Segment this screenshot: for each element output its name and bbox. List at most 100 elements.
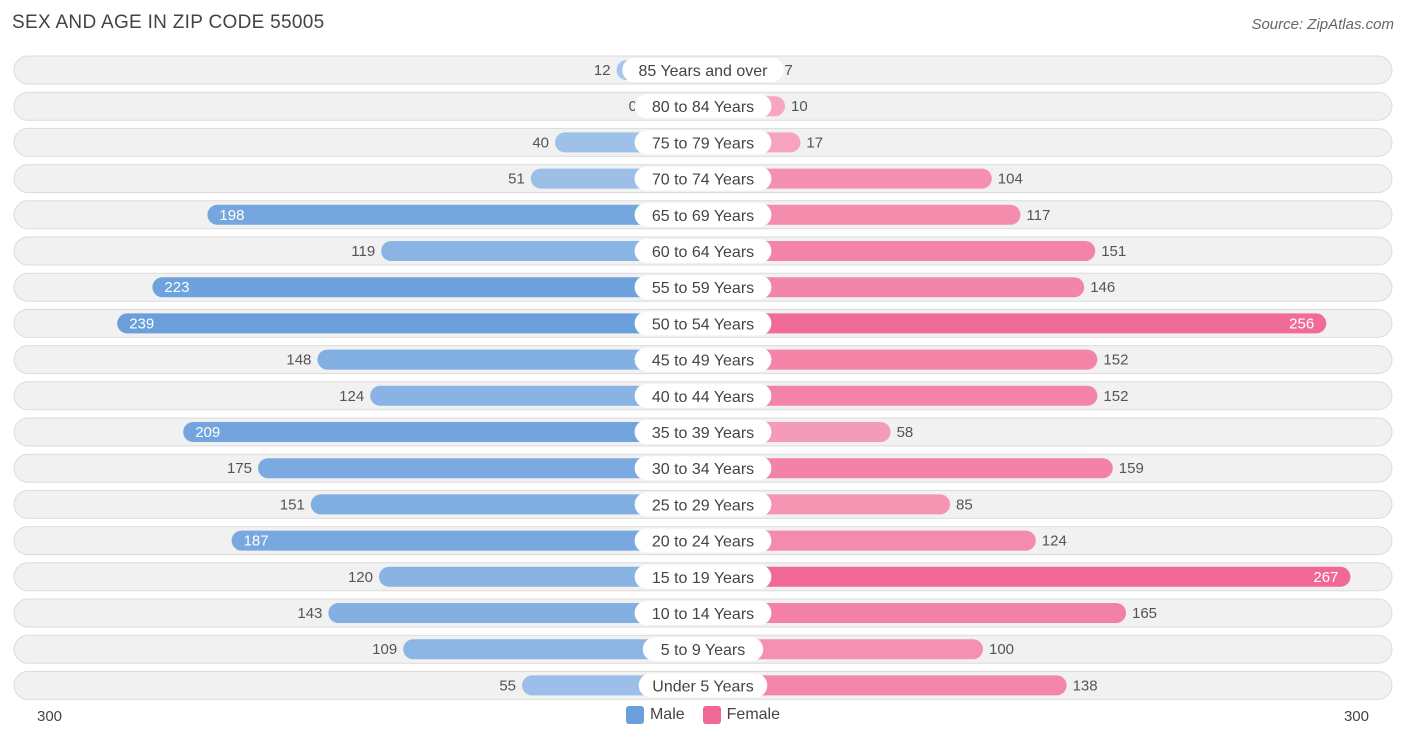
male-value-label: 175 <box>227 460 252 477</box>
category-label: 30 to 34 Years <box>652 461 754 478</box>
male-bar <box>381 241 703 261</box>
category-pill <box>634 166 772 191</box>
male-bar <box>317 349 703 370</box>
category-label: 85 Years and over <box>639 63 769 80</box>
category-pill <box>634 239 772 263</box>
female-value-label: 256 <box>1289 315 1314 332</box>
male-bar <box>231 530 703 551</box>
female-value-label: 100 <box>989 641 1014 658</box>
category-label: 60 to 64 Years <box>652 244 754 261</box>
male-bar <box>258 458 703 479</box>
category-label: 65 to 69 Years <box>652 208 754 225</box>
male-value-label: 55 <box>499 677 516 694</box>
female-bar <box>703 530 1036 551</box>
category-label: 5 to 9 Years <box>661 642 746 659</box>
male-bar <box>310 494 703 515</box>
female-bar <box>703 603 1126 623</box>
category-label: 20 to 24 Years <box>652 534 754 551</box>
female-value-label: 58 <box>897 424 914 441</box>
category-pill <box>634 383 772 408</box>
female-value-label: 138 <box>1073 677 1098 694</box>
male-value-label: 187 <box>244 533 269 550</box>
axis-label-right: 300 <box>1343 708 1369 725</box>
female-value-label: 152 <box>1103 352 1128 369</box>
category-pill <box>634 456 772 481</box>
male-value-label: 151 <box>280 496 305 513</box>
male-bar <box>403 639 703 660</box>
female-value-label: 165 <box>1132 605 1157 622</box>
category-pill <box>634 564 772 589</box>
male-value-label: 0 <box>629 98 637 115</box>
female-bar <box>703 639 983 660</box>
category-pill <box>634 492 772 517</box>
category-pill <box>634 528 772 553</box>
legend-swatch-male <box>625 706 644 724</box>
female-bar <box>703 168 992 189</box>
category-pill <box>634 311 772 336</box>
legend-label-male: Male <box>649 706 685 723</box>
male-value-label: 223 <box>164 279 189 296</box>
category-label: 35 to 39 Years <box>652 425 754 442</box>
female-bar <box>703 241 1096 261</box>
category-pill <box>638 673 768 698</box>
male-value-label: 109 <box>372 641 397 658</box>
category-pill <box>622 58 784 82</box>
female-bar <box>703 675 1067 696</box>
category-pill <box>634 420 772 444</box>
female-value-label: 159 <box>1119 460 1144 477</box>
female-value-label: 17 <box>806 134 823 151</box>
male-value-label: 198 <box>219 207 244 224</box>
category-pill <box>634 94 772 119</box>
category-label: 15 to 19 Years <box>652 570 754 587</box>
legend-label-female: Female <box>726 706 781 723</box>
male-value-label: 148 <box>286 352 311 369</box>
female-value-label: 85 <box>956 496 973 513</box>
female-value-label: 151 <box>1101 243 1126 260</box>
male-value-label: 143 <box>297 605 322 622</box>
male-value-label: 239 <box>129 315 154 332</box>
category-label: 45 to 49 Years <box>652 353 754 370</box>
female-bar <box>703 313 1327 334</box>
legend-item-male: Male <box>625 706 685 724</box>
male-value-label: 120 <box>348 569 373 586</box>
category-label: Under 5 Years <box>652 678 753 695</box>
category-label: 80 to 84 Years <box>652 99 754 116</box>
male-bar <box>152 277 703 298</box>
female-bar <box>703 458 1113 479</box>
female-bar <box>703 277 1085 298</box>
female-value-label: 267 <box>1313 569 1338 586</box>
category-label: 75 to 79 Years <box>652 135 754 152</box>
male-value-label: 209 <box>195 424 220 441</box>
female-value-label: 124 <box>1042 533 1067 550</box>
male-value-label: 51 <box>508 171 525 188</box>
female-bar <box>703 349 1098 370</box>
female-value-label: 117 <box>1026 207 1050 224</box>
axis-label-left: 300 <box>37 708 63 725</box>
chart-title: SEX AND AGE IN ZIP CODE 55005 <box>12 12 325 33</box>
female-value-label: 104 <box>998 171 1023 188</box>
category-label: 40 to 44 Years <box>652 389 754 406</box>
legend-swatch-female <box>702 706 721 724</box>
category-pill <box>634 202 772 227</box>
female-value-label: 152 <box>1103 388 1128 405</box>
female-bar <box>703 204 1021 225</box>
category-label: 10 to 14 Years <box>652 606 754 623</box>
male-value-label: 12 <box>594 62 611 79</box>
male-bar <box>183 422 703 442</box>
female-value-label: 7 <box>784 62 792 79</box>
category-pill <box>642 637 764 662</box>
female-bar <box>703 385 1098 406</box>
category-label: 25 to 29 Years <box>652 497 754 514</box>
male-bar <box>117 313 703 334</box>
female-value-label: 146 <box>1090 279 1115 296</box>
category-label: 50 to 54 Years <box>652 316 754 333</box>
male-bar <box>207 204 703 225</box>
legend-item-female: Female <box>702 706 781 724</box>
female-bar <box>703 566 1351 587</box>
male-value-label: 124 <box>339 388 364 405</box>
male-bar <box>328 603 703 623</box>
category-pill <box>634 347 772 372</box>
category-pill <box>634 130 772 155</box>
category-pill <box>634 275 772 300</box>
